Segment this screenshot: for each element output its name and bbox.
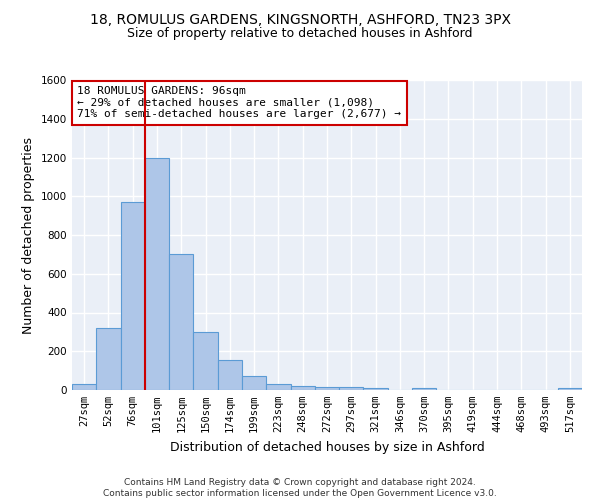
Bar — [242, 376, 266, 390]
Bar — [364, 388, 388, 390]
Text: Contains HM Land Registry data © Crown copyright and database right 2024.
Contai: Contains HM Land Registry data © Crown c… — [103, 478, 497, 498]
Bar — [96, 328, 121, 390]
Bar — [339, 387, 364, 390]
X-axis label: Distribution of detached houses by size in Ashford: Distribution of detached houses by size … — [170, 440, 484, 454]
Bar — [218, 360, 242, 390]
Bar — [145, 158, 169, 390]
Bar — [412, 388, 436, 390]
Text: 18 ROMULUS GARDENS: 96sqm
← 29% of detached houses are smaller (1,098)
71% of se: 18 ROMULUS GARDENS: 96sqm ← 29% of detac… — [77, 86, 401, 120]
Bar — [315, 387, 339, 390]
Text: 18, ROMULUS GARDENS, KINGSNORTH, ASHFORD, TN23 3PX: 18, ROMULUS GARDENS, KINGSNORTH, ASHFORD… — [89, 12, 511, 26]
Bar — [72, 384, 96, 390]
Y-axis label: Number of detached properties: Number of detached properties — [22, 136, 35, 334]
Bar — [193, 332, 218, 390]
Bar — [169, 254, 193, 390]
Bar — [290, 386, 315, 390]
Bar — [121, 202, 145, 390]
Text: Size of property relative to detached houses in Ashford: Size of property relative to detached ho… — [127, 28, 473, 40]
Bar — [266, 384, 290, 390]
Bar — [558, 388, 582, 390]
